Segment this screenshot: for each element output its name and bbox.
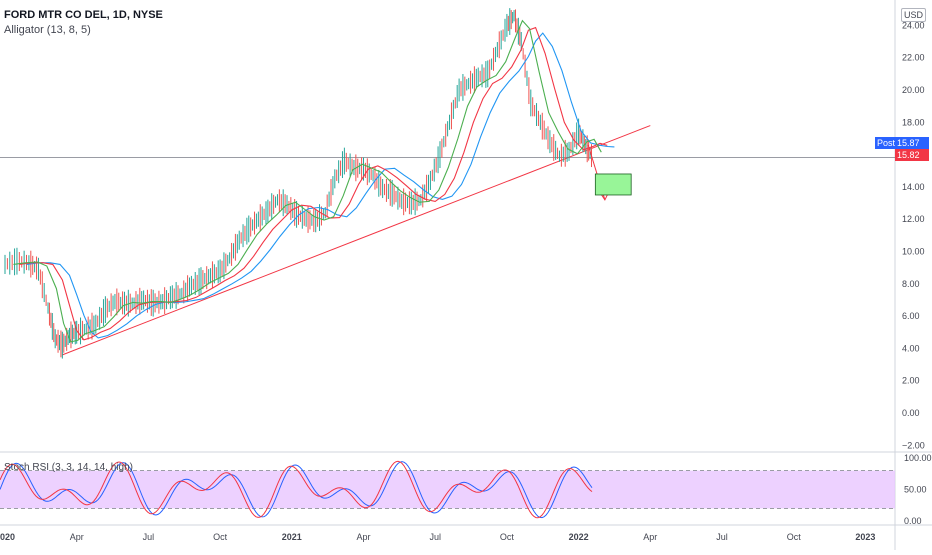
- stoch-d-line: [0, 460, 593, 519]
- time-tick-label: 2022: [569, 532, 589, 542]
- time-tick-label: Oct: [500, 532, 515, 542]
- stoch-k-line: [0, 461, 593, 519]
- alligator-lips-line: [13, 19, 602, 343]
- time-tick-label: Jul: [716, 532, 728, 542]
- time-tick-label: Jul: [429, 532, 441, 542]
- time-tick-label: Jul: [143, 532, 155, 542]
- price-tick-label: 24.00: [902, 20, 925, 30]
- price-tick-label: 18.00: [902, 117, 925, 127]
- time-tick-label: 2020: [0, 532, 15, 542]
- price-tick-label: 2.00: [902, 376, 920, 386]
- time-tick-label: Oct: [787, 532, 802, 542]
- price-tick-label: 22.00: [902, 53, 925, 63]
- alligator-teeth-line: [19, 26, 608, 341]
- alligator-jaw-line: [26, 32, 615, 339]
- price-tick-label: 8.00: [902, 279, 920, 289]
- stoch-tick-label: 0.00: [904, 516, 922, 526]
- post-price-tag: 15.87: [895, 137, 929, 149]
- price-tick-label: 20.00: [902, 85, 925, 95]
- time-tick-label: Apr: [70, 532, 84, 542]
- last-price-tag: 15.82: [895, 149, 929, 161]
- price-tick-label: 10.00: [902, 247, 925, 257]
- stoch-rsi-label[interactable]: Stoch RSI (3, 3, 14, 14, high): [4, 462, 133, 473]
- support-trendline: [62, 125, 651, 356]
- price-tick-label: 0.00: [902, 408, 920, 418]
- chart-legend: FORD MTR CO DEL, 1D, NYSE Alligator (13,…: [4, 8, 163, 38]
- stoch-tick-label: 50.00: [904, 485, 927, 495]
- currency-badge[interactable]: USD: [900, 8, 926, 22]
- time-tick-label: 2021: [282, 532, 302, 542]
- stoch-tick-label: 100.00: [904, 453, 932, 463]
- price-tick-label: 12.00: [902, 214, 925, 224]
- post-tag: Post: [875, 137, 897, 149]
- indicator-label[interactable]: Alligator (13, 8, 5): [4, 24, 91, 36]
- projection-arrow-head: [600, 193, 609, 201]
- price-tick-label: 4.00: [902, 343, 920, 353]
- time-tick-label: Apr: [643, 532, 657, 542]
- time-tick-label: 2023: [855, 532, 875, 542]
- stoch-band-fill: [0, 470, 895, 509]
- price-tick-label: 14.00: [902, 182, 925, 192]
- price-tick-label: 6.00: [902, 311, 920, 321]
- symbol-title[interactable]: FORD MTR CO DEL, 1D, NYSE: [4, 9, 163, 21]
- time-tick-label: Oct: [213, 532, 228, 542]
- time-tick-label: Apr: [356, 532, 370, 542]
- price-tick-label: −2.00: [902, 440, 925, 450]
- target-zone: [594, 173, 632, 196]
